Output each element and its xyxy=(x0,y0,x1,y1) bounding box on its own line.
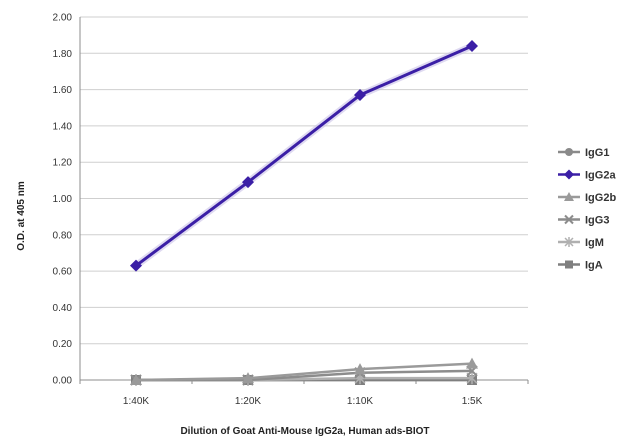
legend-item-igg2b: IgG2b xyxy=(558,192,616,204)
data-point xyxy=(466,357,478,369)
legend-item-iga: IgA xyxy=(558,260,603,272)
y-tick-label: 0.40 xyxy=(53,303,73,314)
y-tick-label: 1.60 xyxy=(53,85,73,96)
legend: IgG1 IgG2a IgG2b IgG3 IgM IgA xyxy=(558,147,616,272)
legend-label: IgM xyxy=(585,237,604,249)
series-igg2b xyxy=(130,357,478,385)
data-point xyxy=(242,372,254,384)
legend-marker xyxy=(564,192,574,201)
x-tick-label: 1:10K xyxy=(347,396,373,407)
series-line xyxy=(135,362,473,382)
legend-label: IgG2a xyxy=(585,170,616,182)
legend-marker xyxy=(564,237,574,247)
gridlines xyxy=(80,16,528,345)
legend-marker xyxy=(565,148,573,156)
legend-label: IgA xyxy=(585,260,603,272)
series-lines xyxy=(130,40,478,386)
data-point xyxy=(354,89,366,102)
legend-item-igg1: IgG1 xyxy=(558,147,609,159)
data-point xyxy=(242,176,254,189)
y-tick-label: 0.60 xyxy=(53,267,73,278)
series-glow xyxy=(133,42,474,269)
data-point xyxy=(354,363,366,375)
y-tick-label: 0.80 xyxy=(53,230,73,241)
x-axis-title: Dilution of Goat Anti-Mouse IgG2a, Human… xyxy=(180,426,429,437)
data-point xyxy=(130,259,142,272)
legend-marker xyxy=(564,169,574,180)
data-point xyxy=(466,40,478,53)
legend-label: IgG1 xyxy=(585,147,609,159)
x-tick-labels: 1:40K 1:20K 1:10K 1:5K xyxy=(123,396,483,407)
axes xyxy=(79,17,529,384)
data-point xyxy=(130,374,142,385)
legend-label: IgG3 xyxy=(585,215,609,227)
series-line xyxy=(135,44,473,267)
y-tick-label: 1.00 xyxy=(53,194,73,205)
legend-item-igm: IgM xyxy=(558,237,604,249)
x-tick-label: 1:5K xyxy=(462,396,483,407)
x-tick-label: 1:20K xyxy=(235,396,261,407)
y-axis-title: O.D. at 405 nm xyxy=(16,181,27,251)
legend-marker xyxy=(564,214,574,225)
x-tick-label: 1:40K xyxy=(123,396,149,407)
y-tick-labels: 0.00 0.20 0.40 0.60 0.80 1.00 1.20 1.40 1.60 1.80… xyxy=(53,13,73,387)
legend-item-igg2a: IgG2a xyxy=(558,169,616,182)
y-tick-label: 1.20 xyxy=(53,158,73,169)
legend-label: IgG2b xyxy=(585,192,616,204)
y-tick-label: 1.80 xyxy=(53,49,73,60)
y-tick-label: 2.00 xyxy=(53,13,73,24)
y-tick-label: 0.00 xyxy=(53,376,73,387)
y-tick-label: 1.40 xyxy=(53,121,73,132)
legend-marker xyxy=(565,260,573,269)
y-tick-label: 0.20 xyxy=(53,339,73,350)
series-igg2a xyxy=(130,40,478,272)
legend-item-igg3: IgG3 xyxy=(558,215,609,227)
